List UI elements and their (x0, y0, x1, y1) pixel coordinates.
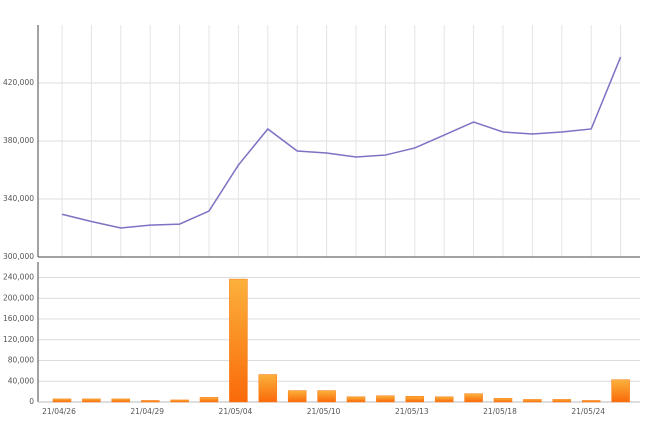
x-tick-label: 21/04/29 (130, 407, 164, 416)
bar (581, 400, 601, 403)
x-tick-label: 21/05/18 (483, 407, 517, 416)
line (61, 56, 622, 229)
bar (82, 398, 101, 403)
bar (258, 374, 278, 403)
bar (346, 396, 366, 403)
bar (405, 396, 425, 403)
bar (111, 398, 131, 403)
bar (199, 397, 219, 403)
bar (523, 399, 542, 403)
bar (493, 398, 513, 403)
bar (317, 390, 336, 403)
bar (552, 399, 572, 403)
y-tick-label: 40,000 (8, 376, 34, 385)
x-tick-label: 21/05/13 (395, 407, 429, 416)
bar (464, 393, 483, 403)
bar (376, 395, 395, 403)
y-tick-label: 120,000 (3, 335, 34, 344)
y-tick-label: 380,000 (3, 136, 34, 145)
y-tick-label: 240,000 (3, 273, 34, 282)
y-tick-label: 160,000 (3, 314, 34, 323)
x-tick-label: 21/05/10 (307, 407, 341, 416)
x-tick-label: 21/05/24 (571, 407, 605, 416)
y-tick-label: 200,000 (3, 293, 34, 302)
y-tick-label: 80,000 (8, 356, 34, 365)
bar (287, 390, 307, 403)
y-tick-label: 300,000 (3, 252, 34, 261)
bar (611, 379, 630, 403)
bar (434, 396, 454, 403)
bar (229, 278, 248, 403)
x-tick-label: 21/05/04 (219, 407, 253, 416)
bar (140, 400, 160, 403)
y-tick-label: 340,000 (3, 194, 34, 203)
x-tick-label: 21/04/26 (42, 407, 76, 416)
bar (170, 399, 189, 403)
y-tick-label: 420,000 (3, 78, 34, 87)
y-tick-label: 0 (29, 397, 34, 406)
bar (52, 398, 72, 403)
